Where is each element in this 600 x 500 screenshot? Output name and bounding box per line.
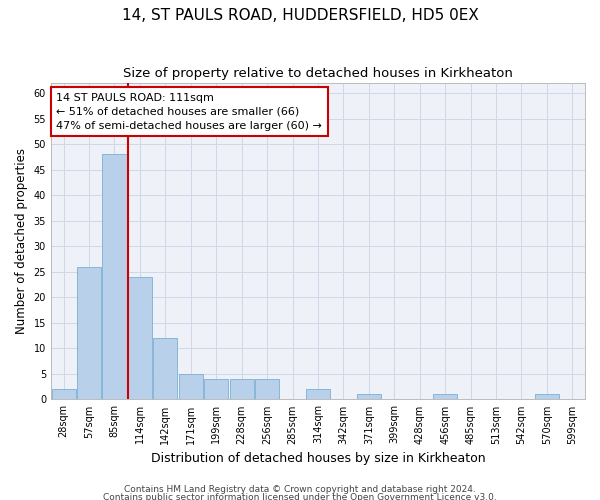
Bar [52,389,76,400]
Bar [230,379,254,400]
Bar [179,374,203,400]
Text: 14, ST PAULS ROAD, HUDDERSFIELD, HD5 0EX: 14, ST PAULS ROAD, HUDDERSFIELD, HD5 0EX [122,8,478,22]
Text: Contains HM Land Registry data © Crown copyright and database right 2024.: Contains HM Land Registry data © Crown c… [124,485,476,494]
Bar [77,267,101,400]
Bar [433,394,457,400]
Y-axis label: Number of detached properties: Number of detached properties [15,148,28,334]
Bar [103,154,127,400]
Bar [204,379,229,400]
Title: Size of property relative to detached houses in Kirkheaton: Size of property relative to detached ho… [123,68,513,80]
Bar [128,277,152,400]
Bar [153,338,178,400]
Text: 14 ST PAULS ROAD: 111sqm
← 51% of detached houses are smaller (66)
47% of semi-d: 14 ST PAULS ROAD: 111sqm ← 51% of detach… [56,92,322,130]
Bar [306,389,330,400]
X-axis label: Distribution of detached houses by size in Kirkheaton: Distribution of detached houses by size … [151,452,485,465]
Bar [357,394,381,400]
Text: Contains public sector information licensed under the Open Government Licence v3: Contains public sector information licen… [103,492,497,500]
Bar [535,394,559,400]
Bar [255,379,279,400]
